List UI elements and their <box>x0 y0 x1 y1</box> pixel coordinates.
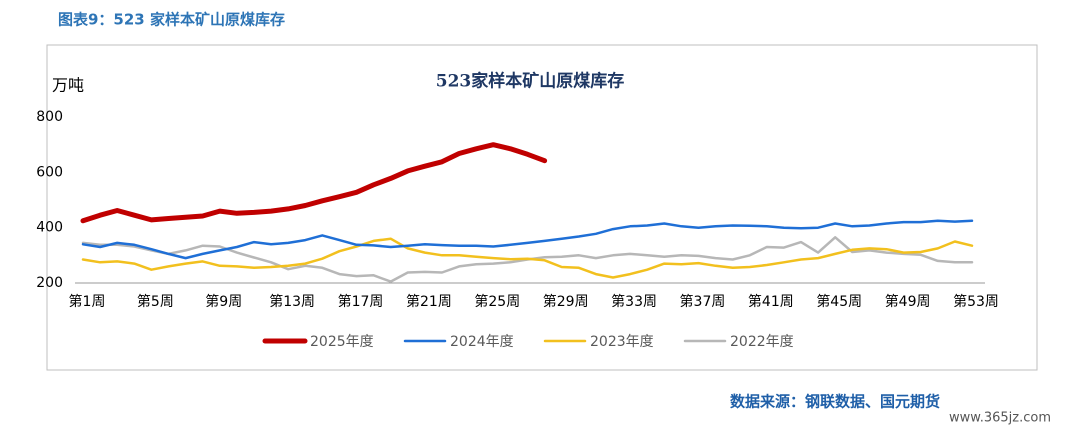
series-line <box>81 219 974 260</box>
chart-title: 523家样本矿山原煤库存 <box>436 71 625 92</box>
x-tick-label: 第45周 <box>816 293 862 310</box>
x-tick-label: 第29周 <box>543 293 589 310</box>
x-tick-label: 第33周 <box>611 293 657 310</box>
x-tick-label: 第41周 <box>748 293 794 310</box>
x-tick-label: 第21周 <box>406 293 452 310</box>
x-tick-label: 第5周 <box>137 293 174 310</box>
x-tick-label: 第13周 <box>269 293 315 310</box>
x-tick-label: 第17周 <box>338 293 384 310</box>
y-tick-label: 600 <box>36 164 63 180</box>
legend-label: 2023年度 <box>590 334 654 350</box>
x-tick-label: 第37周 <box>680 293 726 310</box>
source: 数据来源：钢联数据、国元期货 <box>730 393 940 411</box>
chart-frame <box>46 44 1038 371</box>
y-tick-label: 400 <box>36 220 63 236</box>
watermark: www.365jz.com <box>949 411 1051 426</box>
header: 图表9：523 家样本矿山原煤库存 <box>58 11 285 29</box>
x-tick-label: 第1周 <box>69 293 106 310</box>
y-tick-label: 200 <box>36 275 63 291</box>
y-axis-label: 万吨 <box>52 76 84 95</box>
x-tick-label: 第49周 <box>885 293 931 310</box>
x-tick-label: 第9周 <box>205 293 242 310</box>
legend-label: 2022年度 <box>730 334 794 350</box>
y-tick-label: 800 <box>36 109 63 125</box>
series-line <box>80 142 548 224</box>
x-tick-label: 第53周 <box>953 293 999 310</box>
x-tick-label: 第25周 <box>474 293 520 310</box>
legend-label: 2024年度 <box>450 334 514 350</box>
series-line <box>81 237 974 279</box>
legend-label: 2025年度 <box>310 334 374 350</box>
